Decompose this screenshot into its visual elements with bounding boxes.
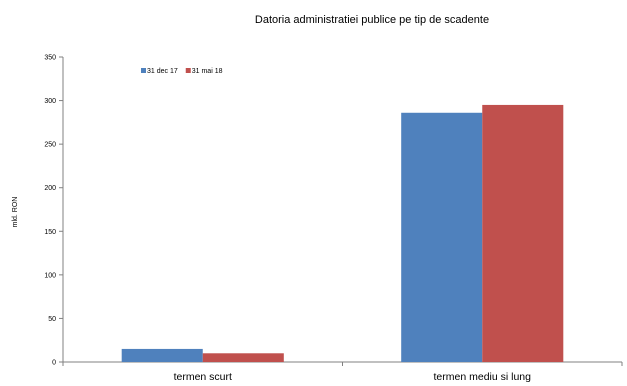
bar-2-1 — [202, 353, 284, 362]
y-tick-label: 0 — [52, 360, 56, 367]
bar-1-1 — [121, 348, 203, 362]
x-ticks — [62, 362, 623, 366]
legend-label: 31 mai 18 — [192, 68, 223, 75]
bars — [121, 104, 564, 363]
y-axis-label: mld. RON — [12, 197, 19, 228]
y-tick-label: 300 — [44, 98, 56, 105]
legend-swatch — [141, 68, 146, 73]
y-ticks: 0 50 100 150 200 250 300 350 — [44, 55, 63, 367]
legend-label: 31 dec 17 — [147, 68, 178, 75]
bar-1-2 — [401, 112, 483, 363]
category-label: termen mediu si lung — [434, 371, 532, 383]
legend: 31 dec 17 31 mai 18 — [141, 68, 223, 75]
y-tick-label: 150 — [44, 229, 56, 236]
y-tick-label: 200 — [44, 185, 56, 192]
category-label: termen scurt — [174, 371, 232, 383]
y-tick-label: 250 — [44, 142, 56, 149]
bar-2-2 — [482, 104, 564, 362]
chart-title: Datoria administratiei publice pe tip de… — [255, 14, 489, 26]
category-labels: termen scurt termen mediu si lung — [174, 371, 532, 383]
y-tick-label: 350 — [44, 55, 56, 62]
y-tick-label: 100 — [44, 272, 56, 279]
legend-swatch — [185, 68, 191, 73]
y-tick-label: 50 — [48, 316, 56, 323]
